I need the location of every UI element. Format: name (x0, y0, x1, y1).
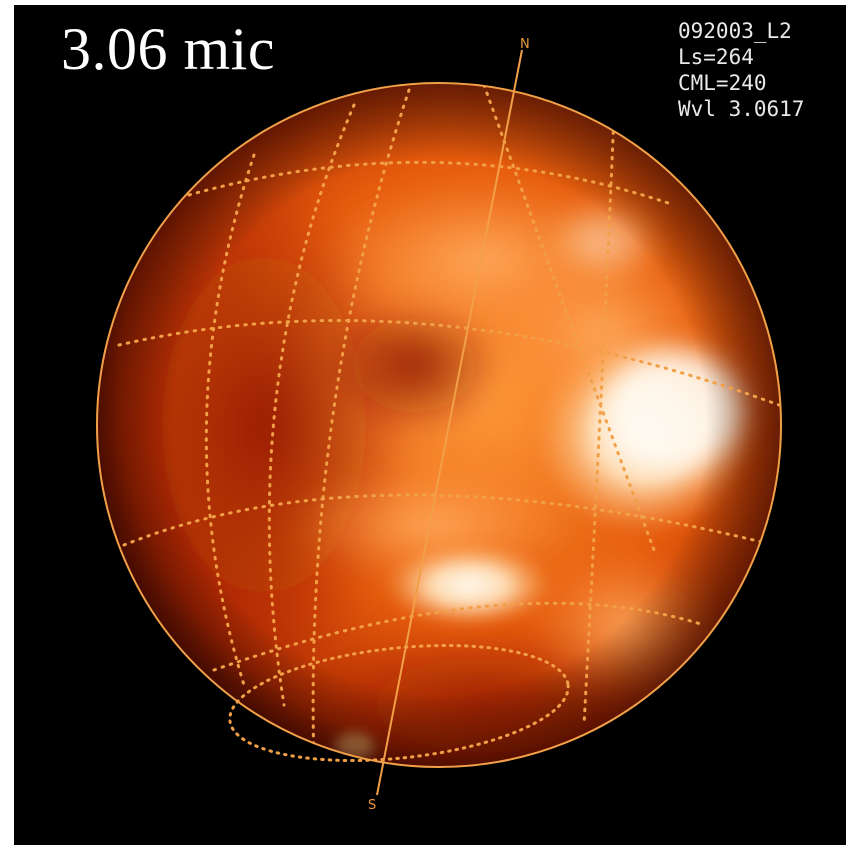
limb-circle (96, 82, 782, 768)
coordinate-grid (96, 49, 782, 796)
wavelength-title: 3.06 mic (61, 16, 275, 82)
south-polar-ring (228, 643, 570, 763)
image-frame: 3.06 mic 092003_L2 Ls=264 CML=240 Wvl 3.… (14, 5, 846, 845)
solar-longitude: Ls=264 (678, 45, 754, 69)
longitude-line (311, 88, 411, 767)
central-meridian-longitude: CML=240 (678, 71, 767, 95)
longitude-line (204, 153, 256, 687)
longitude-line (582, 113, 616, 727)
planet-disk (97, 83, 781, 767)
observation-metadata: 092003_L2 Ls=264 CML=240 Wvl 3.0617 (678, 18, 804, 122)
latitude-line (212, 601, 706, 672)
longitude-line (482, 83, 656, 552)
wavelength-value: Wvl 3.0617 (678, 97, 805, 121)
latitude-line (122, 493, 776, 547)
observation-id: 092003_L2 (678, 19, 792, 43)
latitude-line (187, 160, 676, 207)
rotation-axis (376, 49, 523, 796)
planet-image (96, 49, 782, 796)
north-pole-label: N (520, 37, 530, 52)
south-pole-label: S (368, 798, 377, 813)
longitude-line (267, 103, 356, 707)
